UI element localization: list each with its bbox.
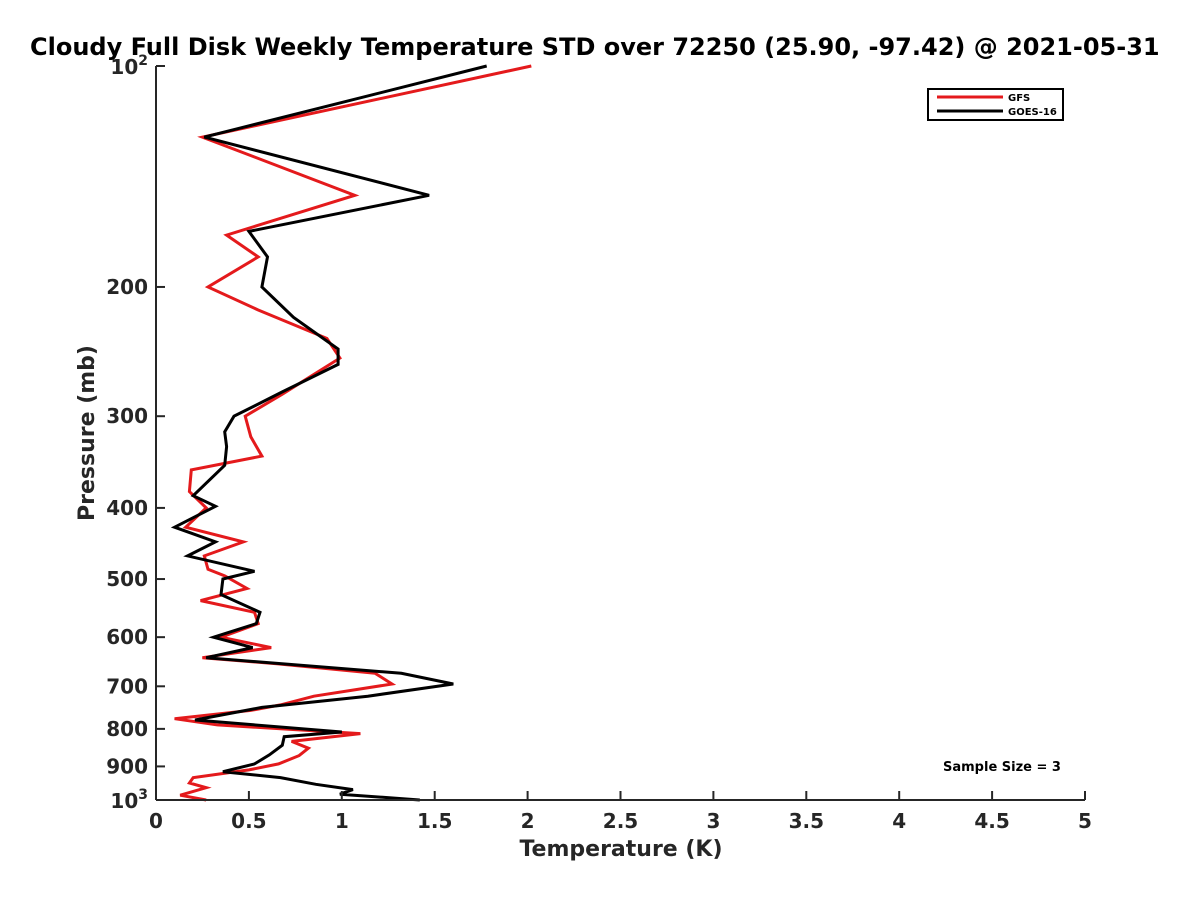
y-tick-label: 700 <box>106 674 148 698</box>
x-axis-label: Temperature (K) <box>519 837 722 862</box>
x-tick-label: 2 <box>521 809 535 833</box>
x-tick-label: 5 <box>1078 809 1092 833</box>
series-line-gfs <box>174 64 532 802</box>
x-tick-label: 1 <box>335 809 349 833</box>
x-tick-label: 3 <box>706 809 720 833</box>
y-axis-label: Pressure (mb) <box>75 345 100 521</box>
y-tick-label: 200 <box>106 275 148 299</box>
y-tick-label: 102 <box>110 53 148 79</box>
x-tick-label: 2.5 <box>603 809 638 833</box>
legend-label: GFS <box>1008 93 1030 104</box>
x-tick-label: 0 <box>149 809 163 833</box>
y-tick-label: 600 <box>106 625 148 649</box>
legend: GFS GOES-16 <box>927 88 1064 121</box>
x-tick-label: 4.5 <box>974 809 1009 833</box>
sample-size-annotation: Sample Size = 3 <box>943 760 1061 775</box>
x-tick-label: 0.5 <box>231 809 266 833</box>
x-tick-label: 4 <box>892 809 906 833</box>
y-tick-label: 900 <box>106 754 148 778</box>
legend-box <box>927 88 1064 121</box>
y-tick-label: 103 <box>110 787 148 813</box>
legend-label: GOES-16 <box>1008 107 1057 118</box>
y-tick-label: 500 <box>106 567 148 591</box>
series-line-goes-16 <box>170 64 488 802</box>
plot-area: 0 0.5 1 1.5 2 2.5 3 3.5 4 4.5 5 102 200 300 400 500 600 7… <box>106 53 1092 833</box>
y-tick-label: 300 <box>106 404 148 428</box>
x-tick-label: 1.5 <box>417 809 452 833</box>
y-tick-label: 400 <box>106 496 148 520</box>
chart-title: Cloudy Full Disk Weekly Temperature STD … <box>30 33 1160 61</box>
y-tick-label: 800 <box>106 717 148 741</box>
x-tick-label: 3.5 <box>789 809 824 833</box>
